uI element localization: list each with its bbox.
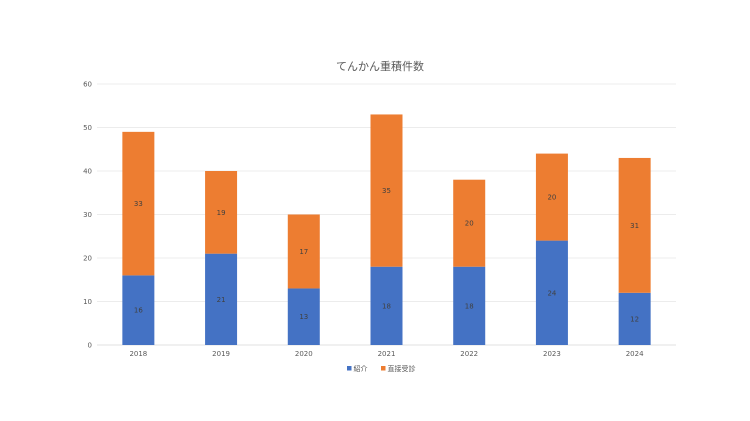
data-label: 16 xyxy=(134,307,143,315)
x-tick-label: 2024 xyxy=(626,350,644,358)
y-tick-label: 20 xyxy=(83,255,92,263)
y-tick-label: 10 xyxy=(83,298,92,306)
bar-direct-2023 xyxy=(535,153,568,241)
y-axis-ticks: 0 10 20 30 40 50 60 xyxy=(83,81,92,350)
bar-direct-2024 xyxy=(618,157,651,293)
x-tick-label: 2021 xyxy=(378,350,396,358)
x-tick-label: 2023 xyxy=(543,350,561,358)
bar-direct-2018 xyxy=(122,131,155,276)
legend-swatch-referral xyxy=(347,366,352,371)
chart-title: てんかん重積件数 xyxy=(336,59,424,73)
data-label: 12 xyxy=(630,315,639,323)
data-label: 21 xyxy=(217,296,226,304)
x-tick-label: 2020 xyxy=(295,350,313,358)
data-label: 31 xyxy=(630,222,639,230)
data-label: 20 xyxy=(465,220,474,228)
x-tick-label: 2019 xyxy=(212,350,230,358)
bar-direct-2021 xyxy=(370,114,403,267)
y-tick-label: 40 xyxy=(83,168,92,176)
bar-referral-2020 xyxy=(287,288,320,345)
data-label: 17 xyxy=(299,248,308,256)
data-label: 20 xyxy=(547,194,556,202)
legend-label-direct: 直接受診 xyxy=(388,364,416,373)
y-tick-label: 0 xyxy=(88,342,92,350)
bar-direct-2020 xyxy=(287,214,320,289)
bar-referral-2018 xyxy=(122,275,155,345)
data-label: 18 xyxy=(465,302,474,310)
bar-referral-2021 xyxy=(370,266,403,345)
bar-direct-2019 xyxy=(205,171,238,254)
data-label: 19 xyxy=(217,209,226,217)
y-tick-label: 30 xyxy=(83,211,92,219)
data-label: 18 xyxy=(382,302,391,310)
bar-referral-2022 xyxy=(453,266,486,345)
bar-direct-2022 xyxy=(453,179,486,267)
data-label: 35 xyxy=(382,187,391,195)
bars xyxy=(122,114,651,345)
data-label: 33 xyxy=(134,200,143,208)
x-axis-ticks: 2018 2019 2020 2021 2022 2023 2024 xyxy=(129,350,644,358)
data-label: 13 xyxy=(299,313,308,321)
y-tick-label: 60 xyxy=(83,81,92,89)
x-tick-label: 2022 xyxy=(460,350,478,358)
bar-referral-2023 xyxy=(535,240,568,345)
data-label: 24 xyxy=(547,289,556,297)
bar-referral-2024 xyxy=(618,292,651,345)
y-tick-label: 50 xyxy=(83,124,92,132)
x-tick-label: 2018 xyxy=(129,350,147,358)
data-labels: 16 33 21 19 13 17 18 35 18 20 24 20 12 31 xyxy=(134,187,639,323)
bar-referral-2019 xyxy=(205,253,238,345)
legend: 紹介 直接受診 xyxy=(347,364,416,373)
legend-label-referral: 紹介 xyxy=(354,364,368,373)
legend-swatch-direct xyxy=(381,366,386,371)
